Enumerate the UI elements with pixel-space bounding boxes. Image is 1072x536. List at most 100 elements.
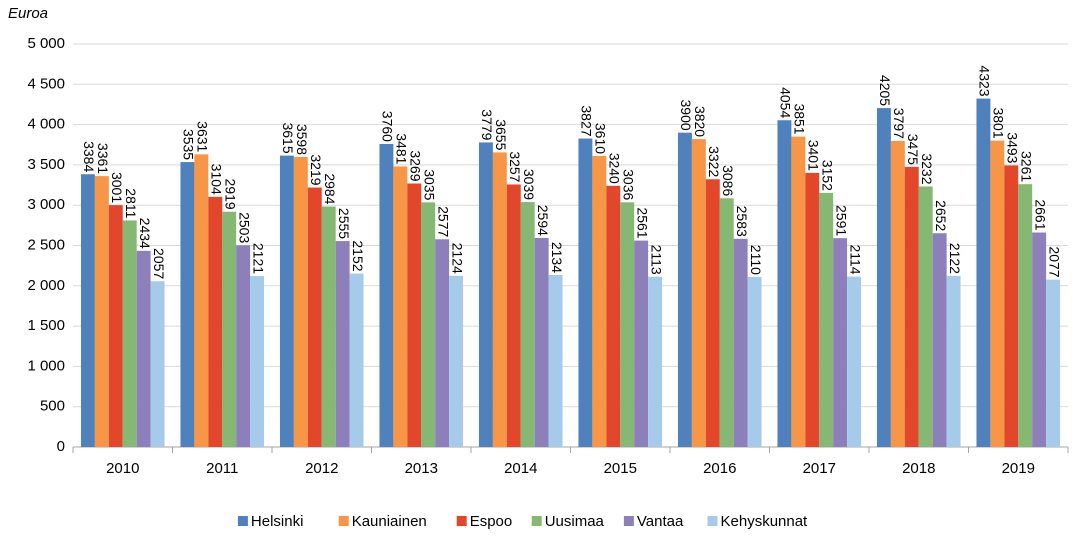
data-label: 2114	[847, 245, 863, 275]
data-label: 2811	[123, 188, 139, 218]
legend-swatch	[623, 516, 634, 526]
y-tick-label: 2 000	[27, 277, 65, 294]
y-tick-label: 4 000	[27, 116, 65, 133]
legend-label: Espoo	[470, 513, 513, 530]
data-label: 3036	[621, 169, 637, 200]
data-label: 2113	[648, 245, 664, 275]
data-label: 2122	[947, 243, 963, 274]
data-label: 2121	[250, 243, 266, 274]
x-tick-label: 2013	[405, 460, 438, 477]
bar	[1004, 165, 1019, 447]
bar	[606, 185, 621, 447]
data-label: 3086	[720, 165, 736, 196]
bar	[222, 211, 237, 447]
data-label: 4323	[977, 65, 993, 96]
bar	[819, 192, 834, 447]
data-label: 2583	[734, 206, 750, 237]
y-tick-label: 1 500	[27, 317, 65, 334]
data-label: 3219	[308, 154, 324, 185]
legend-swatch	[338, 516, 349, 526]
y-tick-label: 4 500	[27, 75, 65, 92]
bar	[194, 154, 209, 447]
bar	[592, 156, 607, 447]
data-label: 2594	[535, 205, 551, 236]
data-label: 2077	[1046, 246, 1062, 277]
data-label: 4054	[778, 87, 794, 118]
legend-label: Uusimaa	[545, 513, 605, 530]
data-label: 3820	[692, 106, 708, 137]
y-tick-label: 1 000	[27, 357, 65, 374]
bar	[705, 179, 720, 447]
bar	[691, 139, 706, 447]
y-axis-label: Euroa	[8, 5, 48, 22]
bar	[80, 174, 95, 447]
bar	[904, 166, 919, 448]
bar	[534, 237, 549, 447]
data-label: 2152	[350, 240, 366, 271]
bar	[136, 250, 151, 447]
data-label: 2984	[322, 173, 338, 204]
bar	[307, 187, 322, 448]
bar	[250, 276, 265, 447]
y-tick-label: 500	[40, 398, 65, 415]
data-label: 2110	[748, 245, 764, 275]
bar	[791, 136, 806, 447]
x-tick-label: 2016	[703, 460, 736, 477]
data-label: 2919	[223, 179, 239, 210]
bar	[520, 202, 535, 447]
data-label: 2561	[634, 207, 650, 238]
bar	[777, 120, 792, 448]
bar	[478, 142, 493, 447]
bar	[876, 108, 891, 448]
bar	[805, 172, 820, 447]
bar	[108, 205, 123, 447]
legend-swatch	[237, 516, 248, 526]
data-label: 3827	[579, 105, 595, 136]
bar	[548, 274, 563, 447]
data-label: 3269	[408, 150, 424, 181]
data-label: 3257	[507, 151, 523, 182]
data-label: 3401	[806, 140, 822, 171]
bar	[349, 273, 364, 447]
y-tick-label: 0	[57, 438, 65, 455]
data-label: 3493	[1005, 132, 1021, 163]
bar	[449, 275, 464, 447]
data-label: 2652	[933, 200, 949, 231]
data-label: 3240	[607, 153, 623, 184]
legend-label: Kehyskunnat	[721, 513, 809, 530]
legend-swatch	[456, 516, 467, 526]
x-tick-label: 2018	[902, 460, 935, 477]
bar	[918, 186, 933, 447]
x-tick-label: 2017	[803, 460, 836, 477]
data-label: 3797	[891, 108, 907, 139]
bar	[847, 276, 862, 447]
bar	[321, 206, 336, 447]
bar	[435, 239, 450, 447]
bar	[747, 276, 762, 447]
bar	[648, 276, 663, 447]
bar	[293, 157, 308, 447]
data-label: 3535	[181, 129, 197, 160]
bar	[634, 240, 649, 447]
data-label: 3760	[380, 111, 396, 142]
data-label: 3801	[991, 107, 1007, 138]
bar	[677, 132, 692, 447]
data-label: 2134	[549, 242, 565, 273]
legend-swatch	[707, 516, 718, 526]
bar	[180, 162, 195, 448]
legend-swatch	[531, 516, 542, 526]
data-label: 3104	[209, 164, 225, 195]
data-label: 2577	[435, 206, 451, 237]
bar	[150, 281, 165, 447]
bar	[1046, 279, 1061, 447]
bar	[990, 140, 1005, 447]
x-tick-label: 2010	[106, 460, 139, 477]
data-label: 3039	[521, 169, 537, 200]
legend-label: Helsinki	[251, 513, 304, 530]
data-label: 3655	[493, 119, 509, 150]
bar	[421, 202, 436, 447]
bar	[719, 198, 734, 447]
data-label: 3779	[479, 109, 495, 140]
data-label: 3261	[1019, 151, 1035, 182]
data-label: 3481	[394, 133, 410, 164]
